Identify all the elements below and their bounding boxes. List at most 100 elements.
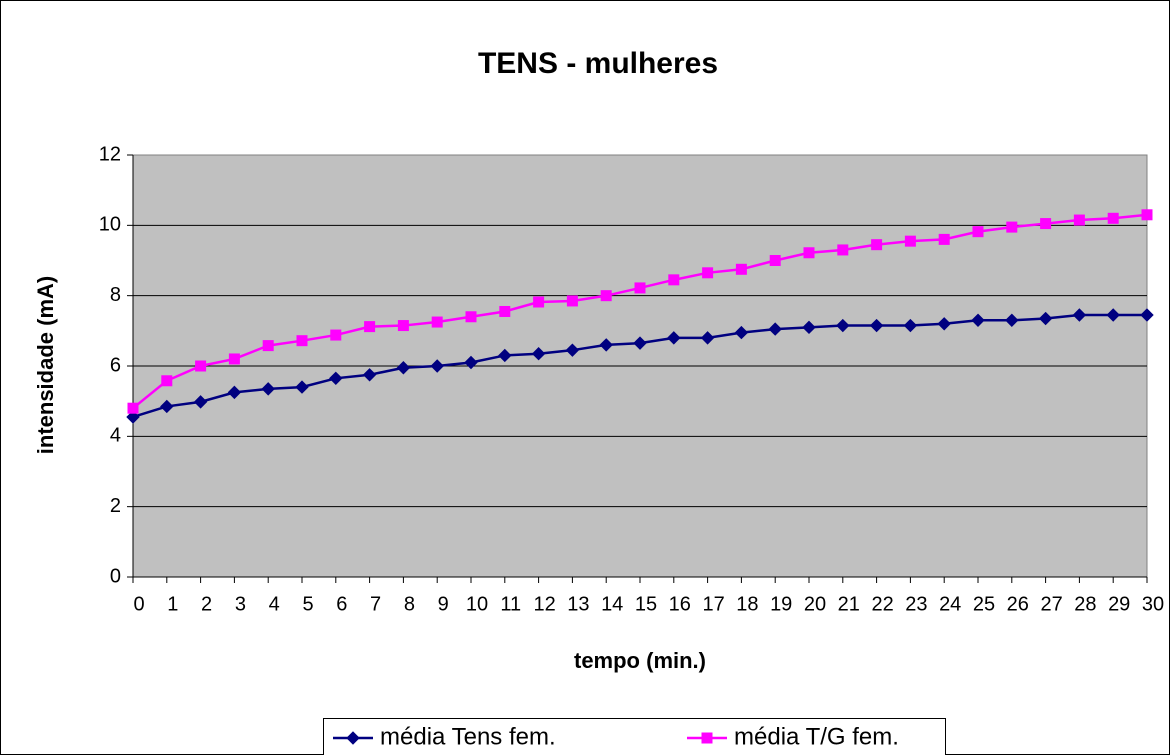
- data-point: [533, 296, 545, 308]
- legend-marker: [346, 731, 360, 745]
- data-point: [634, 282, 646, 294]
- data-point: [871, 239, 883, 251]
- x-tick-label: 28: [1074, 593, 1096, 615]
- y-tick-label: 10: [99, 214, 121, 236]
- x-tick-label: 30: [1142, 593, 1164, 615]
- x-tick-label: 16: [669, 593, 691, 615]
- data-point: [362, 368, 377, 382]
- x-tick-label: 2: [201, 593, 212, 615]
- x-tick-label: 0: [133, 593, 144, 615]
- data-point: [768, 322, 782, 336]
- data-point: [396, 361, 411, 375]
- data-point: [160, 399, 174, 414]
- data-point: [633, 336, 647, 350]
- data-point: [1040, 218, 1052, 230]
- data-point: [465, 311, 477, 323]
- data-point: [227, 385, 242, 400]
- data-point: [330, 329, 342, 341]
- data-point: [937, 317, 951, 331]
- y-axis-label: intensidade (mA): [33, 276, 58, 454]
- x-tick-label: 24: [939, 593, 961, 615]
- x-tick-label: 27: [1040, 593, 1062, 615]
- y-tick-label: 4: [110, 425, 121, 447]
- chart-title: TENS - mulheres: [478, 47, 718, 80]
- x-tick-label: 17: [702, 593, 724, 615]
- x-tick-label: 6: [336, 593, 347, 615]
- data-point: [1006, 221, 1018, 233]
- x-tick-label: 18: [736, 593, 758, 615]
- data-point: [1073, 214, 1085, 226]
- x-tick-label: 3: [235, 593, 246, 615]
- data-point: [566, 295, 578, 307]
- data-point: [1038, 311, 1053, 326]
- x-tick-label: 12: [533, 593, 555, 615]
- data-point: [295, 380, 309, 394]
- data-point: [499, 305, 511, 317]
- data-point: [1072, 308, 1087, 322]
- data-point: [262, 340, 274, 352]
- legend-label: média T/G fem.: [734, 723, 899, 750]
- data-point: [193, 395, 208, 409]
- y-tick-label: 6: [110, 354, 121, 376]
- y-tick-label: 12: [99, 143, 121, 165]
- data-point: [836, 318, 850, 333]
- y-tick-label: 8: [110, 284, 121, 306]
- data-point: [668, 274, 680, 286]
- data-point: [802, 320, 816, 335]
- y-tick-label: 0: [110, 565, 121, 587]
- data-point: [565, 343, 580, 357]
- data-point: [431, 316, 443, 328]
- x-tick-label: 10: [466, 593, 488, 615]
- x-tick-label: 4: [269, 593, 280, 615]
- data-point: [938, 233, 950, 245]
- x-tick-label: 9: [438, 593, 449, 615]
- data-point: [364, 321, 376, 333]
- legend-marker: [701, 732, 713, 744]
- data-point: [127, 402, 139, 414]
- data-point: [1106, 308, 1120, 322]
- data-point: [735, 263, 747, 275]
- legend-box: [323, 718, 946, 755]
- data-point: [599, 338, 613, 352]
- data-point: [126, 410, 140, 424]
- x-tick-label: 13: [567, 593, 589, 615]
- x-tick-label: 29: [1108, 593, 1130, 615]
- data-point: [1141, 209, 1153, 221]
- x-tick-label: 11: [500, 593, 521, 615]
- data-point: [161, 375, 173, 387]
- data-point: [903, 318, 918, 333]
- data-point: [904, 235, 916, 247]
- data-point: [734, 325, 749, 340]
- x-tick-label: 7: [370, 593, 381, 615]
- data-point: [803, 247, 815, 259]
- data-point: [498, 348, 512, 363]
- x-tick-label: 14: [601, 593, 623, 615]
- data-point: [195, 360, 207, 372]
- x-tick-label: 26: [1007, 593, 1029, 615]
- x-tick-label: 1: [167, 593, 178, 615]
- data-point: [700, 331, 715, 345]
- data-point: [397, 320, 409, 332]
- data-point: [296, 335, 308, 347]
- data-point: [837, 244, 849, 256]
- data-point: [261, 382, 275, 396]
- y-tick-label: 2: [110, 495, 121, 517]
- data-point: [971, 313, 985, 327]
- data-point: [667, 331, 681, 345]
- data-point: [972, 226, 984, 238]
- data-point: [702, 267, 714, 279]
- data-point: [531, 346, 546, 361]
- x-axis-label: tempo (min.): [574, 648, 706, 673]
- x-tick-label: 25: [973, 593, 995, 615]
- data-point: [1140, 308, 1154, 322]
- x-tick-label: 22: [871, 593, 893, 615]
- data-point: [464, 355, 478, 370]
- data-point: [430, 359, 444, 373]
- x-tick-label: 15: [635, 593, 657, 615]
- data-point: [600, 290, 612, 302]
- data-point: [1005, 313, 1019, 327]
- x-tick-label: 8: [404, 593, 415, 615]
- legend-label: média Tens fem.: [380, 723, 556, 750]
- data-point: [228, 353, 240, 365]
